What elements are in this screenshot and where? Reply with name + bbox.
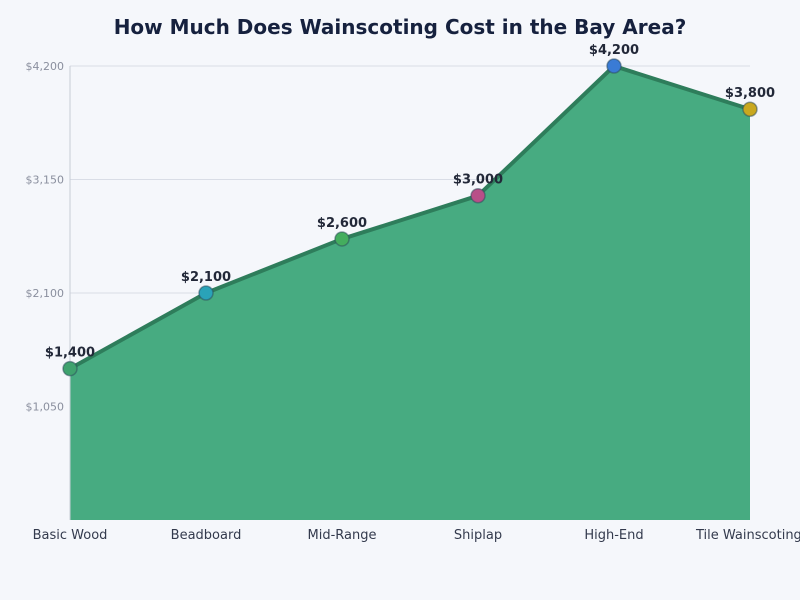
series-line — [69, 64, 751, 371]
y-tick-label: $4,200 — [26, 60, 65, 73]
data-label: $1,400 — [45, 346, 95, 361]
marker-layer — [62, 58, 758, 377]
area-layer — [69, 64, 751, 520]
x-tick-label: Basic Wood — [33, 528, 108, 543]
x-tick-label: Tile Wainscoting — [695, 528, 800, 543]
x-tick-label: Beadboard — [171, 528, 242, 543]
data-point-marker[interactable] — [334, 231, 350, 247]
axis-layer: $1,050 $2,100 $3,150 $4,200 Basic Wood Beadbo… — [26, 60, 800, 543]
y-tick-label: $2,100 — [26, 287, 65, 300]
label-layer: $1,400 $2,100 $2,600 $3,000 $4,200 $3,800 — [45, 43, 775, 361]
x-tick-label: Shiplap — [454, 528, 502, 543]
x-tick-label: High-End — [584, 528, 643, 543]
data-label: $3,000 — [453, 173, 503, 188]
y-tick-label: $1,050 — [26, 401, 65, 414]
y-tick-label: $3,150 — [26, 174, 65, 187]
chart-title: How Much Does Wainscoting Cost in the Ba… — [114, 15, 687, 39]
data-point-marker[interactable] — [606, 58, 622, 74]
data-point-marker[interactable] — [62, 360, 78, 377]
x-tick-label: Mid-Range — [308, 528, 377, 543]
area-fill — [70, 66, 750, 520]
data-label: $4,200 — [589, 43, 639, 58]
data-point-marker[interactable] — [198, 285, 214, 301]
data-point-marker[interactable] — [742, 101, 758, 117]
data-point-marker[interactable] — [470, 187, 486, 204]
data-label: $2,100 — [181, 270, 231, 285]
data-label: $3,800 — [725, 86, 775, 101]
data-label: $2,600 — [317, 216, 367, 231]
